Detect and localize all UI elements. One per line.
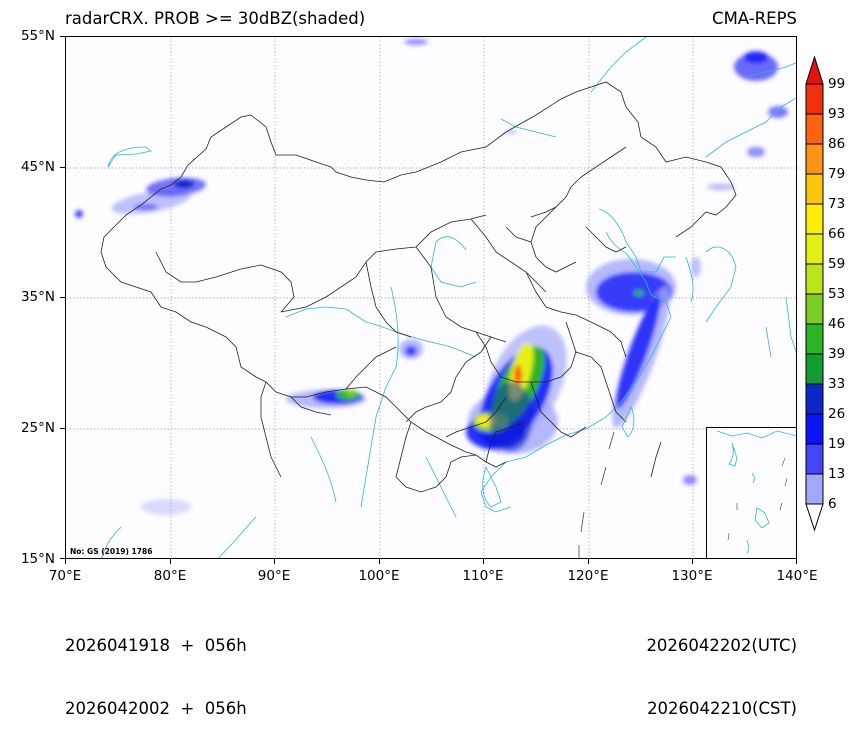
x-tick [274, 559, 275, 564]
colorbar-label: 33 [828, 376, 846, 392]
colorbar-over-triangle [805, 56, 824, 85]
colorbar-label: 73 [828, 196, 846, 212]
colorbar-label: 59 [828, 256, 846, 272]
valid-time-block: 2026042202(UTC) 2026042210(CST) [646, 593, 797, 740]
colorbar-label: 99 [828, 76, 846, 92]
y-tick-label: 55°N [20, 28, 55, 44]
y-tick [60, 36, 65, 37]
colorbar-label: 86 [828, 136, 846, 152]
x-tick-label: 130°E [671, 568, 713, 584]
y-tick [60, 297, 65, 298]
colorbar-label: 39 [828, 346, 846, 362]
x-tick-label: 80°E [153, 568, 187, 584]
x-tick-label: 140°E [776, 568, 818, 584]
colorbar-segments [805, 83, 824, 505]
x-tick [483, 559, 484, 564]
colorbar-label: 6 [828, 496, 837, 512]
prob-shading [75, 39, 788, 515]
borders [100, 81, 737, 493]
x-tick [796, 559, 797, 564]
colorbar-label: 19 [828, 436, 846, 452]
y-tick-label: 25°N [20, 420, 55, 436]
y-tick-label: 15°N [20, 551, 55, 567]
colorbar-label: 79 [828, 166, 846, 182]
x-tick [588, 559, 589, 564]
colorbar-label: 66 [828, 226, 846, 242]
south-china-sea-inset [706, 427, 796, 558]
map-canvas [66, 37, 796, 558]
x-tick-label: 120°E [567, 568, 609, 584]
x-tick-label: 90°E [257, 568, 291, 584]
x-tick-label: 110°E [462, 568, 504, 584]
init-time-utc: 2026041918 + 056h [65, 636, 247, 655]
gridlines [66, 37, 796, 558]
y-tick [60, 167, 65, 168]
valid-time-utc: 2026042202(UTC) [646, 636, 797, 655]
map-plot: No: GS (2019) 1786 [65, 36, 797, 559]
x-tick [692, 559, 693, 564]
x-tick-label: 70°E [48, 568, 82, 584]
colorbar-label: 93 [828, 106, 846, 122]
y-tick-label: 45°N [20, 159, 55, 175]
init-time-cst: 2026042002 + 056h [65, 699, 247, 718]
coastlines-rivers [101, 37, 796, 558]
init-time-block: 2026041918 + 056h 2026042002 + 056h [65, 593, 247, 740]
valid-time-cst: 2026042210(CST) [647, 699, 797, 718]
y-tick [60, 428, 65, 429]
colorbar-label: 53 [828, 286, 846, 302]
x-tick [65, 559, 66, 564]
y-tick-label: 35°N [20, 289, 55, 305]
x-tick [170, 559, 171, 564]
x-tick [379, 559, 380, 564]
colorbar-label: 46 [828, 316, 846, 332]
x-tick-label: 100°E [358, 568, 400, 584]
colorbar-label: 13 [828, 466, 846, 482]
y-axis: 55°N 45°N 35°N 25°N 15°N [0, 0, 60, 647]
model-name: CMA-REPS [712, 9, 797, 28]
map-approval-number: No: GS (2019) 1786 [70, 547, 153, 556]
y-tick [60, 558, 65, 559]
colorbar-under-triangle [805, 503, 824, 532]
chart-title: radarCRX. PROB >= 30dBZ(shaded) [65, 9, 366, 28]
colorbar-label: 26 [828, 406, 846, 422]
